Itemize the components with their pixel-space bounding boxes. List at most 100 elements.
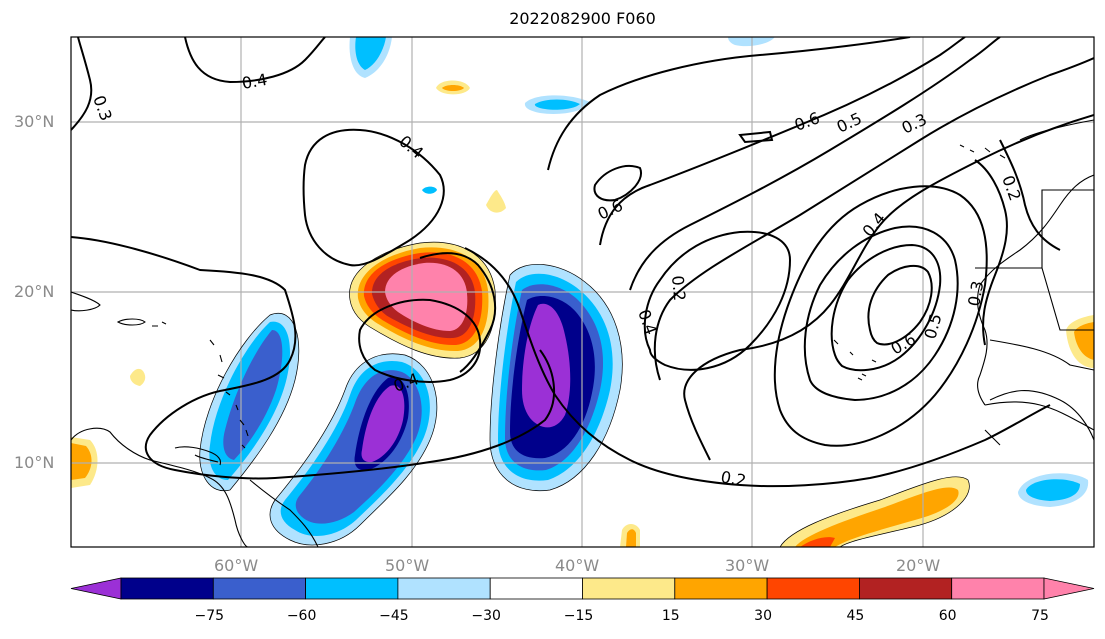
contour-label: 0.6 — [888, 329, 920, 358]
contour-label: 0.2 — [719, 467, 747, 490]
neg-band-west-inner — [223, 330, 283, 460]
graticule — [71, 37, 1094, 547]
colorbar-segment — [674, 577, 768, 600]
contour-0p5-ring — [803, 225, 959, 402]
colorbar-extend-low — [70, 577, 122, 600]
contour-0p4-loop — [358, 298, 482, 383]
colorbar-tick-label: −45 — [379, 608, 409, 624]
coast-south-america — [249, 479, 319, 547]
colorbar-segment — [859, 577, 953, 600]
neg-band-east-purple — [522, 303, 571, 428]
contour-0p7-ring — [867, 264, 933, 346]
colorbar-segment — [582, 577, 676, 600]
coastlines — [71, 119, 1094, 547]
colorbar-segment — [951, 577, 1045, 600]
colorbar-tick-label: 60 — [938, 608, 957, 624]
contour-0p6-center — [643, 230, 792, 371]
coast-west-africa — [984, 401, 1094, 431]
lon-label-50w: 50°W — [385, 556, 430, 575]
pos-main-pink — [385, 262, 468, 331]
contour-0p2-east — [547, 37, 911, 171]
coast-cape-verde — [833, 339, 877, 381]
neg-spot-small — [422, 186, 437, 194]
border-mauritania — [975, 189, 1094, 269]
colorbar-tick-label: −15 — [563, 608, 594, 624]
lon-label-40w: 40°W — [555, 556, 600, 575]
colorbar-segments — [70, 577, 1095, 600]
pos-spot-2 — [486, 190, 506, 213]
contour-label: 0.3 — [964, 279, 987, 307]
contour-label: 0.4 — [240, 70, 268, 93]
lon-label-30w: 30°W — [725, 556, 770, 575]
lat-label-30n: 30°N — [14, 112, 55, 131]
colorbar-tick-label: 15 — [661, 608, 680, 624]
contour-0p6-north — [653, 57, 1094, 381]
coast-guinea — [984, 429, 1001, 446]
coast-caribbean-islands — [116, 318, 167, 327]
colorbar-tick-label: −60 — [286, 608, 317, 624]
lat-label-20n: 20°N — [14, 282, 55, 301]
contour-0p4-east — [599, 37, 966, 246]
pos-spot-south-core — [626, 529, 636, 547]
colorbar-segment — [397, 577, 491, 600]
colorbar-extend-high — [1043, 577, 1095, 600]
pos-spot-east-core — [1074, 322, 1094, 360]
contour-label: 0.4 — [859, 209, 890, 241]
contour-0p4-inner — [419, 252, 497, 373]
contour-0p3-nw — [71, 37, 93, 131]
colorbar-segment — [120, 577, 214, 600]
contours — [71, 37, 1094, 488]
neg-spot-africa-core — [1026, 479, 1080, 501]
border-guinea-coast — [989, 389, 1094, 441]
lat-label-10n: 10°N — [14, 453, 55, 472]
colorbar-segment — [766, 577, 860, 600]
contour-label: 0.2 — [668, 275, 689, 302]
lon-label-20w: 20°W — [896, 556, 941, 575]
border-senegal — [989, 339, 1094, 371]
contour-0p2-africa — [999, 139, 1061, 251]
neg-spot-ne-core — [534, 99, 580, 110]
colorbar-segment — [489, 577, 583, 600]
colorbar-tick-label: 30 — [754, 608, 773, 624]
colorbar-tick-label: −75 — [194, 608, 225, 624]
pos-band-se-red — [800, 537, 835, 547]
plot-frame — [70, 36, 1095, 548]
contour-0p3-eastcoast — [974, 159, 1008, 346]
colorbar-segment — [305, 577, 399, 600]
pos-spot-1-core — [442, 85, 464, 91]
pos-spot-3 — [130, 368, 146, 386]
contour-0p4-north — [184, 37, 326, 84]
contour-0p2-trough — [464, 247, 1051, 488]
contour-label: 0.6 — [792, 108, 822, 135]
colorbar — [70, 577, 1095, 600]
contour-label: 0.3 — [899, 110, 930, 138]
coast-north-america — [71, 291, 101, 312]
lon-label-60w: 60°W — [214, 556, 259, 575]
border-mali — [1041, 267, 1094, 331]
contour-0p4-west — [71, 236, 556, 480]
colorbar-tick-label: 45 — [846, 608, 865, 624]
contour-label: 0.3 — [89, 93, 116, 123]
coast-cuba-hispaniola — [174, 446, 222, 466]
anomaly-outlines — [199, 241, 970, 547]
contour-0p5-east — [629, 37, 1001, 291]
colorbar-segment — [212, 577, 307, 600]
contour-label: 0.6 — [595, 196, 626, 224]
coast-morocco — [976, 174, 1094, 406]
contour-small-ring-east — [738, 130, 774, 144]
colorbar-tick-label: 75 — [1031, 608, 1049, 624]
neg-band-mid-purple — [361, 385, 405, 463]
colorbar-tick-label: −30 — [471, 608, 501, 624]
pos-spot-west-core — [71, 443, 92, 480]
contour-labels: 0.3 0.4 0.4 0.4 0.6 0.5 0.3 0.6 0.2 0.4 … — [89, 70, 1025, 491]
neg-spot-north-core — [355, 37, 386, 70]
contour-0p4-ring — [302, 128, 445, 267]
contour-0p4-big — [773, 185, 988, 447]
contour-0p6-small — [593, 165, 642, 202]
coast-central-america — [71, 427, 249, 547]
contour-0p6-ring — [830, 243, 942, 372]
pos-band-se-core — [795, 487, 959, 547]
coast-canary-islands — [959, 144, 1006, 159]
map-title: 2022082900 F060 — [509, 9, 656, 28]
